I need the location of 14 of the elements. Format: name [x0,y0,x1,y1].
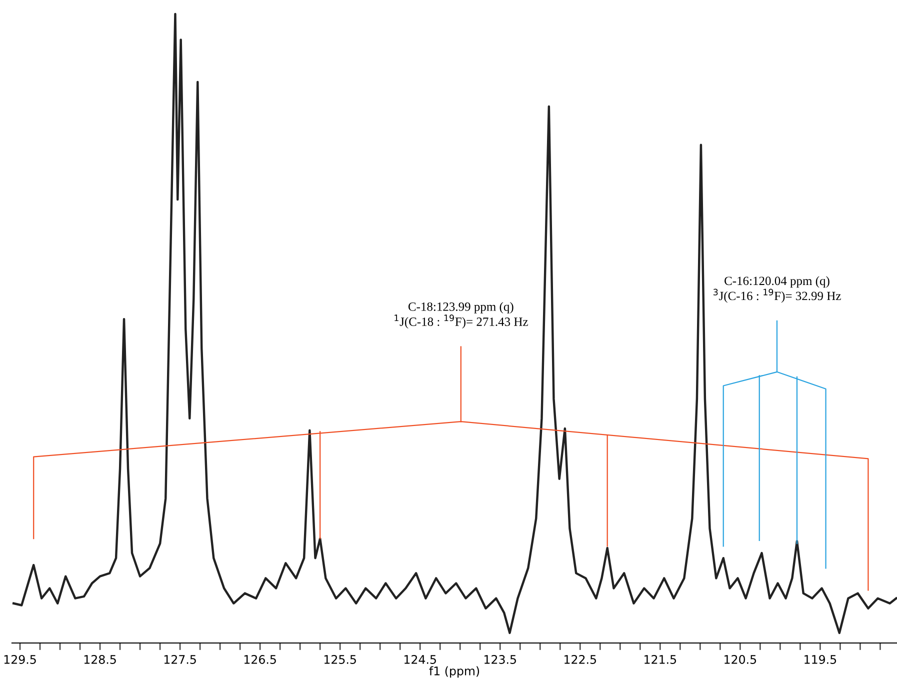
x-tick-label: 123.5 [484,655,516,664]
x-tick-label: 122.5 [564,655,596,664]
x-tick-label: 125.5 [324,655,356,664]
annotation: C-18:123.99 ppm (q) $^{1}$J(C-18 : $^{19}$F)= 271.43 Hz [394,302,528,328]
x-tick-label: 121.5 [644,655,676,664]
x-tick-label: 127.5 [164,655,196,664]
x-tick-label: 124.5 [404,655,436,664]
x-tick-label: 119.5 [804,655,836,664]
x-tick-label: 129.5 [4,655,36,664]
x-tick-label: 128.5 [84,655,116,664]
x-tick-label: 120.5 [724,655,756,664]
x-tick-label: 126.5 [244,655,276,664]
annotation: C-16:120.04 ppm (q) $^{3}$J(C-16 : $^{19}$F)= 32.99 Hz [714,276,841,303]
x-axis-title: f1 (ppm) [429,666,480,678]
